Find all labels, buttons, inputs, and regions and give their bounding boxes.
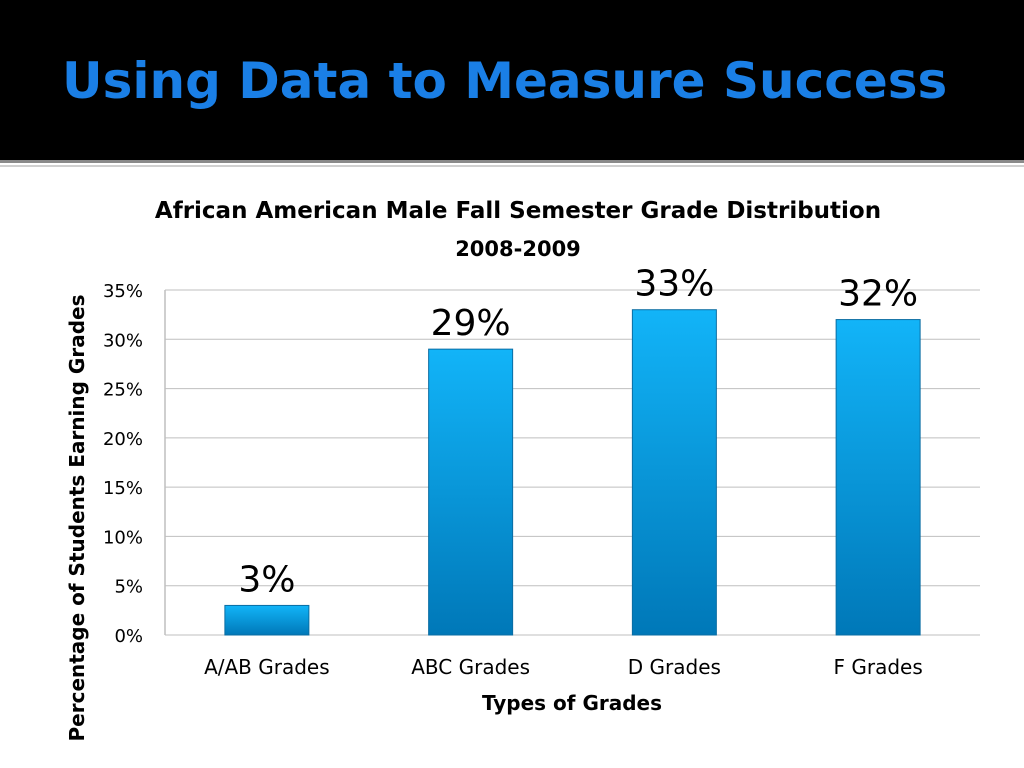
y-tick-label: 0% (114, 626, 143, 647)
data-label: 29% (431, 303, 511, 344)
bar (428, 348, 514, 636)
chart-subtitle: 2008-2009 (455, 237, 581, 261)
x-tick-label: D Grades (628, 655, 721, 679)
y-tick-label: 30% (103, 330, 143, 351)
header-divider-light (0, 165, 1024, 167)
data-label: 3% (238, 559, 295, 600)
y-tick-label: 10% (103, 527, 143, 548)
data-label: 33% (634, 264, 714, 305)
bar (224, 604, 310, 636)
x-tick-label: F Grades (833, 655, 922, 679)
y-tick-label: 5% (114, 577, 143, 598)
bar (631, 309, 717, 636)
y-axis-label: Percentage of Students Earning Grades (65, 295, 89, 742)
bar (835, 319, 921, 636)
chart-title: African American Male Fall Semester Grad… (155, 198, 881, 224)
header-divider (0, 160, 1024, 163)
y-tick-label: 15% (103, 478, 143, 499)
x-tick-label: A/AB Grades (204, 655, 330, 679)
x-axis-label: Types of Grades (482, 691, 662, 715)
slide-title: Using Data to Measure Success (62, 52, 948, 110)
x-tick-label: ABC Grades (411, 655, 530, 679)
y-tick-label: 25% (103, 380, 143, 401)
y-tick-label: 35% (103, 281, 143, 302)
slide-header: Using Data to Measure Success (0, 0, 1024, 160)
y-tick-label: 20% (103, 429, 143, 450)
data-label: 32% (838, 274, 918, 315)
